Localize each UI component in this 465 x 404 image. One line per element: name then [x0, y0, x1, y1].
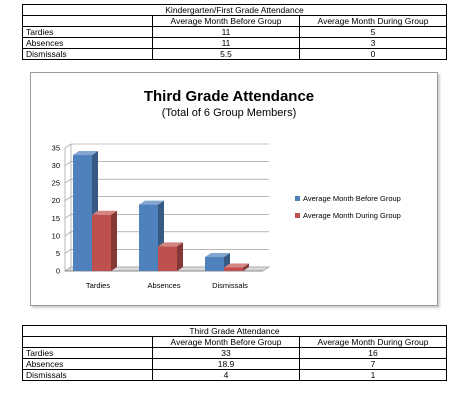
x-tick-label: Dismissals	[212, 281, 248, 290]
kindergarten-first-attendance-table: Kindergarten/First Grade Attendance Aver…	[22, 4, 447, 60]
y-tick-label: 0	[56, 267, 60, 276]
table-title: Kindergarten/First Grade Attendance	[22, 4, 447, 16]
table-cell: 7	[299, 358, 447, 370]
table-cell: 4	[152, 369, 300, 381]
legend-label: Average Month During Group	[303, 211, 401, 220]
row-label: Dismissals	[22, 48, 153, 60]
y-tick-label: 30	[52, 161, 60, 170]
table-cell: 11	[152, 37, 300, 49]
table-row: Absences 11 3	[22, 37, 447, 49]
y-tick-label: 20	[52, 196, 60, 205]
table-row: Dismissals 5.5 0	[22, 48, 447, 60]
chart-subtitle: (Total of 6 Group Members)	[162, 107, 297, 119]
gridline	[64, 231, 269, 237]
legend-entry: Average Month Before Group	[295, 194, 401, 203]
header-cell: Average Month Before Group	[152, 336, 300, 348]
table-cell: 0	[299, 48, 447, 60]
chart-title: Third Grade Attendance	[144, 88, 314, 105]
row-label: Absences	[22, 358, 153, 370]
row-label: Absences	[22, 37, 153, 49]
gridline	[64, 178, 269, 184]
legend-label: Average Month Before Group	[303, 194, 401, 203]
legend-entry: Average Month During Group	[295, 211, 401, 220]
header-cell: Average Month During Group	[299, 15, 447, 27]
gridline	[64, 161, 269, 166]
legend: Average Month Before Group Average Month …	[295, 194, 401, 220]
gridline	[64, 143, 269, 149]
table-row: Tardies 33 16	[22, 347, 447, 359]
header-cell	[22, 336, 153, 348]
y-tick-label: 25	[52, 179, 60, 188]
row-label: Tardies	[22, 26, 153, 38]
attendance-chart: Third Grade Attendance (Total of 6 Group…	[30, 72, 438, 306]
row-label: Tardies	[22, 347, 153, 359]
x-axis-ticks: Tardies Absences Dismissals	[86, 281, 248, 290]
gridline	[64, 213, 269, 219]
table-row: Dismissals 4 1	[22, 369, 447, 381]
table-row: Absences 18.9 7	[22, 358, 447, 370]
bar	[158, 242, 183, 271]
bars	[73, 151, 249, 271]
bar	[92, 210, 117, 271]
table-cell: 11	[152, 26, 300, 38]
header-cell: Average Month Before Group	[152, 15, 300, 27]
table-cell: 18.9	[152, 358, 300, 370]
bar	[224, 263, 249, 271]
y-tick-label: 10	[52, 231, 60, 240]
legend-swatch	[295, 196, 300, 201]
table-cell: 5.5	[152, 48, 300, 60]
gridline	[64, 196, 269, 201]
table-cell: 33	[152, 347, 300, 359]
table-cell: 5	[299, 26, 447, 38]
y-axis-ticks: 0 5 10 15 20 25 30 35	[52, 144, 60, 276]
table-cell: 1	[299, 369, 447, 381]
y-tick-label: 35	[52, 144, 60, 153]
gridline	[64, 249, 269, 254]
header-cell	[22, 15, 153, 27]
third-grade-attendance-table: Third Grade Attendance Average Month Bef…	[22, 325, 447, 381]
table-cell: 16	[299, 347, 447, 359]
header-cell: Average Month During Group	[299, 336, 447, 348]
row-label: Dismissals	[22, 369, 153, 381]
y-tick-label: 15	[52, 214, 60, 223]
legend-swatch	[295, 213, 300, 218]
x-tick-label: Absences	[148, 281, 181, 290]
table-header-row: Average Month Before Group Average Month…	[22, 336, 447, 348]
chart-canvas: Third Grade Attendance (Total of 6 Group…	[52, 88, 401, 290]
table-title: Third Grade Attendance	[22, 325, 447, 337]
table-row: Tardies 11 5	[22, 26, 447, 38]
table-header-row: Average Month Before Group Average Month…	[22, 15, 447, 27]
x-tick-label: Tardies	[86, 281, 110, 290]
table-cell: 3	[299, 37, 447, 49]
y-tick-label: 5	[56, 249, 60, 258]
